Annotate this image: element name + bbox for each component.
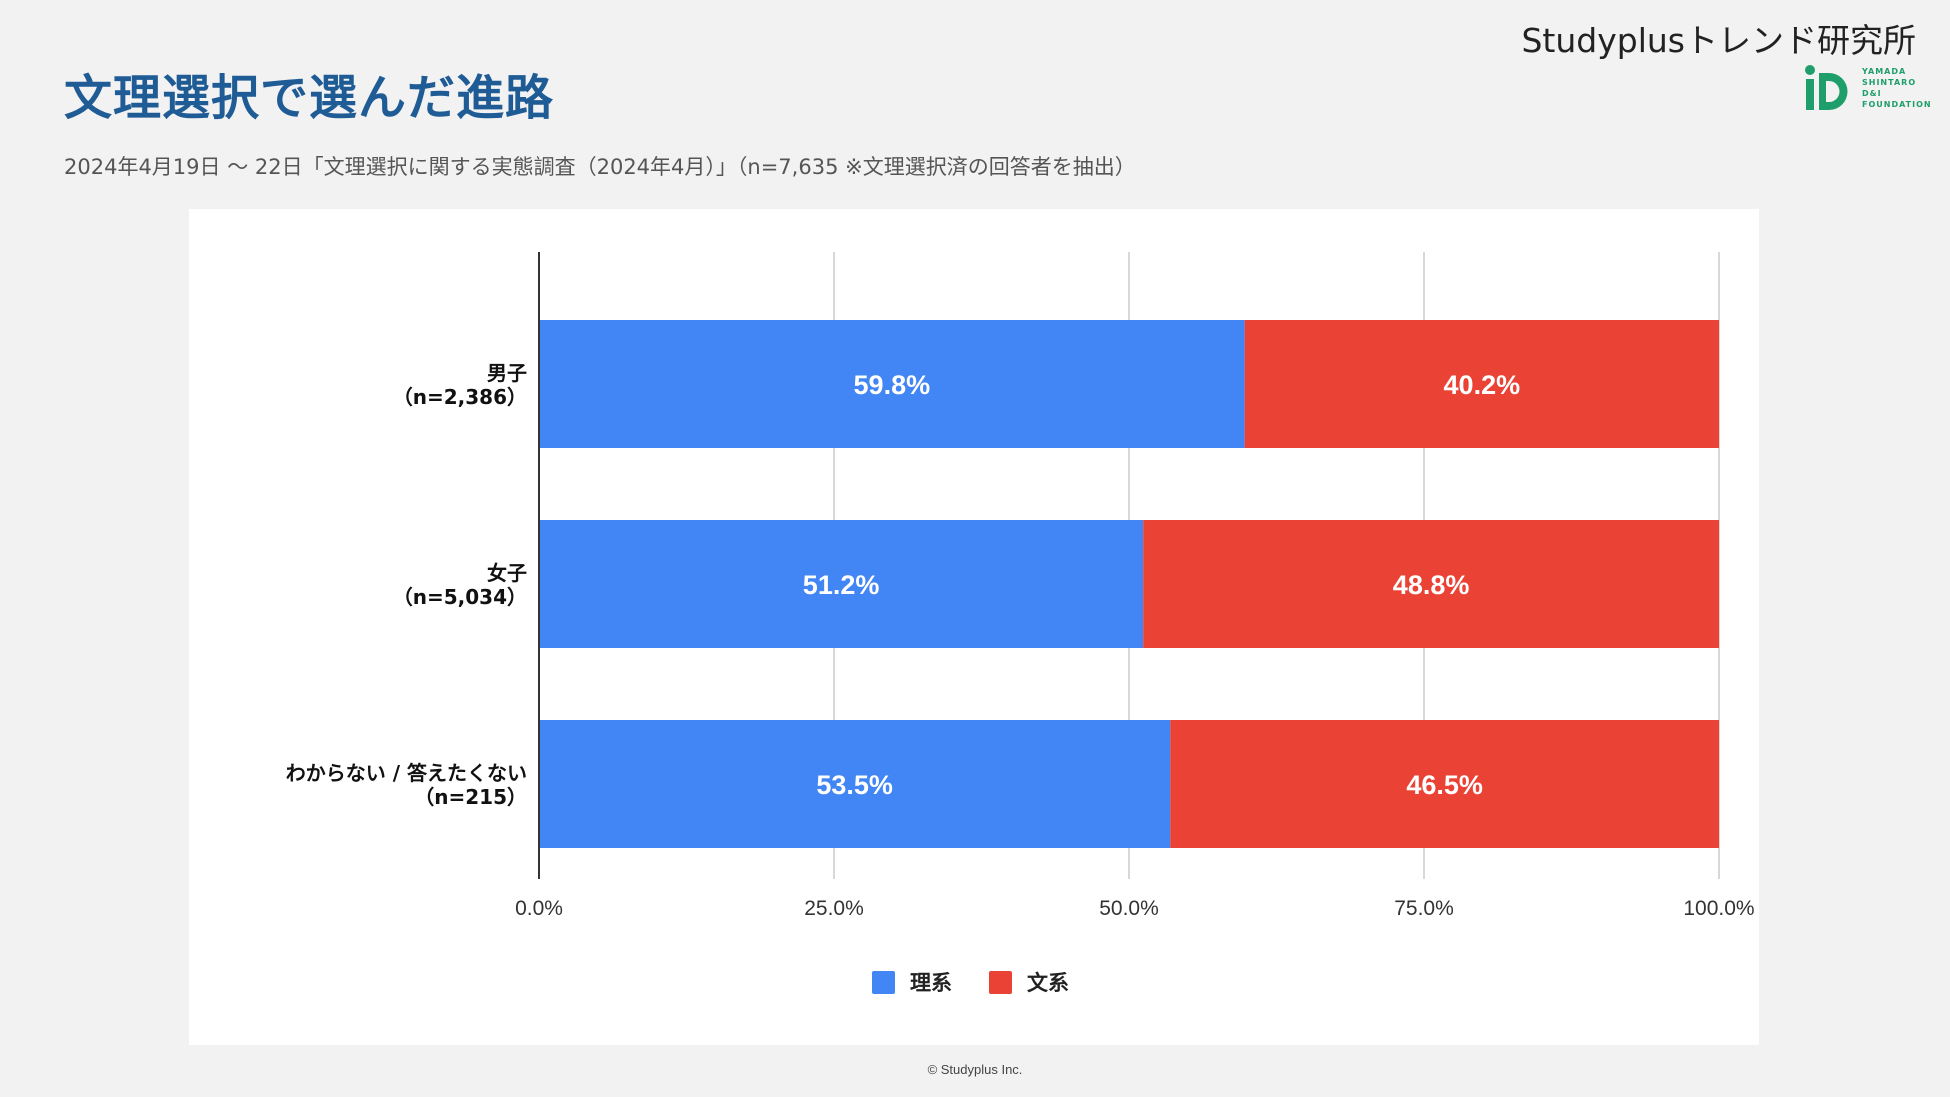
x-tick-label: 100.0%	[1683, 897, 1754, 920]
chart-panel: 0.0% 25.0% 50.0% 75.0% 100.0% 59.8% 40.2% 男子 （n=…	[189, 209, 1759, 1045]
logo-line: SHINTARO	[1862, 78, 1917, 87]
stacked-bar-chart: 0.0% 25.0% 50.0% 75.0% 100.0%59.8% 40.2%男子（n=…	[286, 252, 1755, 995]
bar-data-label: 48.8%	[1393, 570, 1470, 600]
logo-line: FOUNDATION	[1862, 100, 1932, 109]
page-title: 文理選択で選んだ進路	[64, 70, 555, 126]
x-tick-label: 75.0%	[1394, 897, 1454, 920]
category-label: （n=215）	[414, 785, 527, 809]
logo-line: D&I	[1862, 89, 1882, 98]
category-label: （n=5,034）	[393, 585, 527, 609]
category-label: 男子	[487, 361, 527, 385]
legend-label: 文系	[1027, 971, 1069, 995]
bar-理系	[539, 720, 1171, 848]
legend-swatch	[872, 971, 895, 994]
legend-label: 理系	[910, 971, 952, 995]
category-label: （n=2,386）	[393, 385, 527, 409]
brand-name: Studyplusトレンド研究所	[1521, 21, 1916, 60]
category-label: わからない / 答えたくない	[286, 761, 527, 785]
bar-data-label: 40.2%	[1444, 370, 1521, 400]
x-tick-label: 0.0%	[515, 897, 563, 920]
foundation-logo-icon	[1805, 65, 1848, 110]
bar-data-label: 46.5%	[1406, 770, 1483, 800]
bar-data-label: 59.8%	[854, 370, 931, 400]
copyright-footer: © Studyplus Inc.	[927, 1062, 1023, 1077]
x-tick-label: 25.0%	[804, 897, 864, 920]
bar-data-label: 53.5%	[816, 770, 893, 800]
bar-文系	[1170, 720, 1719, 848]
category-label: 女子	[487, 561, 527, 585]
bar-理系	[539, 520, 1144, 648]
x-tick-label: 50.0%	[1099, 897, 1159, 920]
bar-理系	[539, 320, 1245, 448]
logo-line: YAMADA	[1862, 67, 1907, 76]
survey-subtitle: 2024年4月19日 〜 22日「文理選択に関する実態調査（2024年4月）」（…	[64, 155, 1136, 179]
bar-data-label: 51.2%	[803, 570, 880, 600]
bar-文系	[1244, 320, 1719, 448]
foundation-name: YAMADA SHINTARO D&I FOUNDATION	[1862, 66, 1932, 110]
legend-swatch	[989, 971, 1012, 994]
bar-文系	[1143, 520, 1719, 648]
